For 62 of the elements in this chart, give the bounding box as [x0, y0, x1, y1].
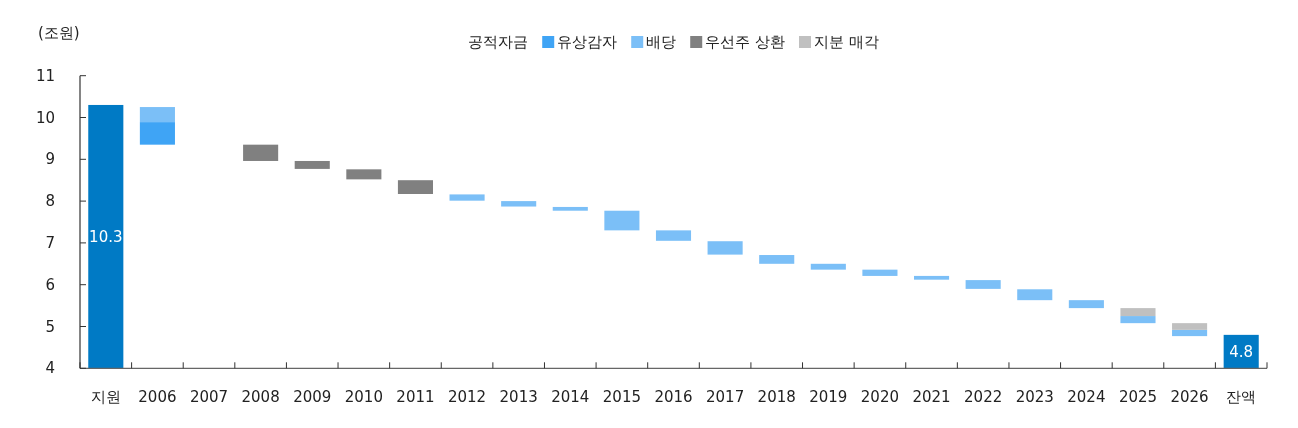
- x-tick-label: 2010: [344, 388, 383, 406]
- bar: [397, 180, 433, 194]
- x-tick-label: 2026: [1170, 388, 1209, 406]
- x-tick-label: 2025: [1118, 388, 1158, 406]
- legend-label: 우선주 상환: [705, 33, 785, 51]
- y-tick-label: 8: [45, 192, 55, 211]
- bar: [501, 201, 537, 207]
- y-tick-label: 6: [45, 275, 55, 294]
- x-tick-label: 2011: [396, 388, 435, 406]
- x-tick-label: 2016: [654, 388, 693, 406]
- x-tick-label: 2019: [809, 388, 848, 406]
- x-tick-label: 2012: [447, 388, 487, 406]
- y-axis-title: (조원): [38, 24, 80, 42]
- y-tick-label: 10: [35, 108, 55, 127]
- bar: [139, 122, 175, 145]
- bar: [1017, 289, 1053, 301]
- bar: [965, 280, 1001, 289]
- bar: [707, 241, 743, 255]
- x-tick-label: 2018: [757, 388, 796, 406]
- bar: [604, 210, 640, 231]
- bar: [862, 269, 898, 276]
- x-tick-label: 잔액: [1226, 388, 1257, 406]
- bar: [346, 169, 382, 180]
- x-tick-label: 2009: [293, 388, 332, 406]
- y-tick-label: 11: [35, 66, 55, 85]
- legend-label: 배당: [646, 33, 677, 51]
- legend-title: 공적자금: [468, 33, 529, 51]
- legend-label: 유상감자: [557, 33, 618, 51]
- x-tick-label: 2022: [964, 388, 1003, 406]
- bar: [655, 230, 692, 241]
- x-tick-label: 2008: [241, 388, 280, 406]
- bar: [914, 275, 950, 280]
- x-tick-label: 2014: [551, 388, 590, 406]
- bar: [1120, 308, 1156, 317]
- y-tick-label: 4: [45, 359, 55, 378]
- x-tick-label: 2024: [1067, 388, 1106, 406]
- bar: [1172, 323, 1208, 330]
- bar: [552, 206, 588, 211]
- x-tick-label: 2017: [706, 388, 745, 406]
- x-tick-label: 2020: [860, 388, 900, 406]
- bar: [810, 263, 846, 270]
- y-tick-label: 7: [45, 233, 55, 252]
- bar: [759, 255, 795, 264]
- bar: [449, 194, 485, 201]
- x-tick-label: 2006: [138, 388, 177, 406]
- bar: [243, 144, 279, 161]
- bar: [294, 160, 330, 169]
- y-tick-label: 9: [45, 150, 55, 169]
- data-label: 10.3: [89, 227, 123, 246]
- y-tick-label: 5: [45, 317, 55, 336]
- bar: [1172, 329, 1208, 337]
- bar: [139, 107, 175, 123]
- x-tick-label: 2007: [189, 388, 229, 406]
- x-tick-label: 2015: [602, 388, 641, 406]
- x-tick-label: 2023: [1015, 388, 1054, 406]
- bar: [1068, 300, 1104, 309]
- x-tick-label: 지원: [90, 388, 121, 406]
- data-label: 4.8: [1229, 342, 1254, 361]
- x-tick-label: 2021: [912, 388, 951, 406]
- x-tick-label: 2013: [499, 388, 538, 406]
- bar: [1120, 316, 1156, 324]
- legend-label: 지분 매각: [814, 33, 879, 51]
